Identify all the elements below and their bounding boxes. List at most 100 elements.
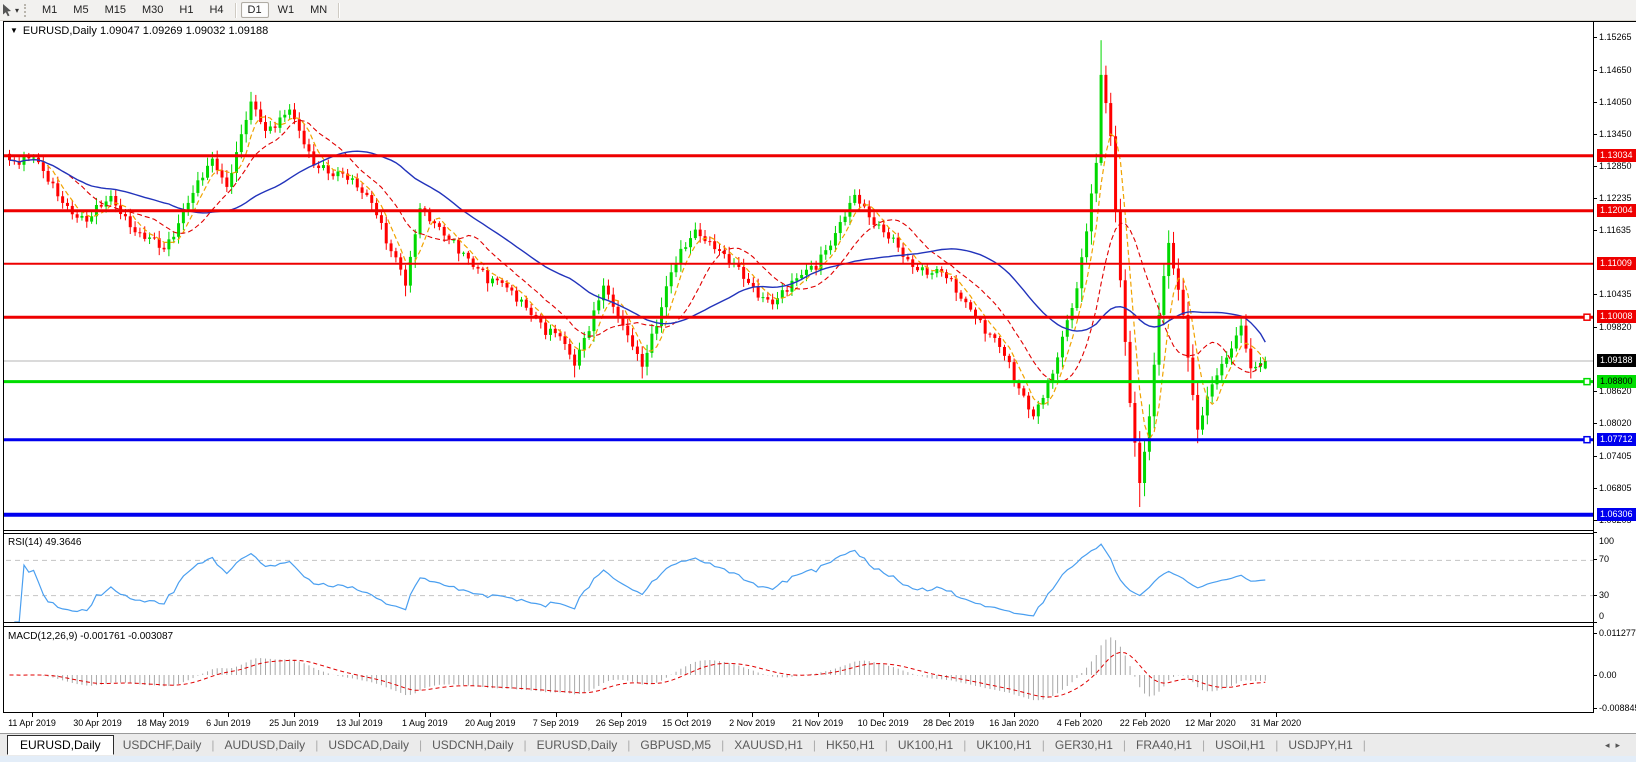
date-label: 25 Jun 2019 (269, 718, 319, 728)
chart-tab-hk50-h1[interactable]: HK50,H1 (826, 738, 875, 752)
macd-panel-bottom-border (3, 712, 1593, 713)
date-label: 20 Aug 2019 (465, 718, 516, 728)
rsi-value: 49.3646 (45, 537, 82, 548)
timeframe-button-h1[interactable]: H1 (179, 4, 194, 16)
chart-tab-fra40-h1[interactable]: FRA40,H1 (1136, 738, 1193, 752)
price-tick-label: 1.12850 (1599, 160, 1632, 171)
macd-panel-top-border[interactable] (3, 626, 1593, 627)
date-tick-mark (162, 713, 164, 717)
level-line-marker[interactable] (1583, 435, 1591, 444)
price-badge-1.13034: 1.13034 (1597, 148, 1636, 162)
macd-tick-label: 0.011277 (1599, 628, 1636, 639)
rsi-plot[interactable] (4, 534, 1593, 622)
date-tick-mark (293, 713, 295, 717)
rsi-tick-mark (1593, 532, 1597, 533)
rsi-tick-label: 30 (1599, 590, 1610, 600)
macd-plot[interactable] (4, 627, 1593, 712)
timeframe-button-m1[interactable]: M1 (42, 4, 58, 16)
chart-tab-eurusd-daily[interactable]: EURUSD,Daily (7, 735, 114, 755)
toolbar-grip[interactable] (24, 3, 29, 17)
tab-separator: | (963, 738, 967, 752)
price-tick-mark (1593, 520, 1597, 522)
rsi-panel-top-border[interactable] (3, 533, 1593, 534)
price-badge-1.10008: 1.10008 (1597, 310, 1636, 324)
date-tick-mark (32, 713, 33, 717)
date-label: 1 Aug 2019 (402, 718, 448, 728)
date-tick-mark (752, 713, 754, 717)
chart-tab-ger30-h1[interactable]: GER30,H1 (1054, 738, 1113, 752)
ohlc-open: 1.09047 (99, 25, 140, 37)
cursor-tool-icon[interactable]: ▾ (1, 3, 19, 17)
price-tick-label: 1.12235 (1599, 193, 1632, 204)
timeframe-button-w1[interactable]: W1 (277, 4, 295, 16)
ohlc-low: 1.09032 (185, 25, 226, 37)
chart-tab-usdcad-daily[interactable]: USDCAD,Daily (328, 738, 409, 752)
price-tick-label: 1.06805 (1599, 483, 1632, 494)
chart-tab-gbpusd-m5[interactable]: GBPUSD,M5 (640, 738, 712, 752)
date-label: 21 Nov 2019 (792, 718, 844, 728)
main-chart-plot[interactable] (4, 22, 1593, 530)
date-label: 10 Dec 2019 (857, 718, 909, 728)
chart-tab-uk100-h1[interactable]: UK100,H1 (976, 738, 1032, 752)
timeframe-button-m5[interactable]: M5 (73, 4, 89, 16)
price-tick-mark (1593, 423, 1597, 425)
date-tick-mark (1144, 713, 1146, 717)
date-label: 7 Sep 2019 (532, 718, 579, 728)
tab-separator: | (1122, 738, 1127, 752)
price-tick-label: 1.15265 (1599, 31, 1632, 42)
price-tick-mark (1593, 198, 1597, 200)
price-tick-mark (1593, 391, 1597, 393)
candles (8, 40, 1267, 508)
chart-dropdown-icon[interactable]: ▼ (10, 26, 18, 35)
timeframe-button-mn[interactable]: MN (310, 4, 328, 16)
chart-tab-usdjpy-h1[interactable]: USDJPY,H1 (1288, 738, 1353, 752)
chart-header: ▼ EURUSD,Daily 1.09047 1.09269 1.09032 1.… (10, 25, 268, 37)
chart-symbol-label: EURUSD,Daily (22, 25, 97, 37)
chart-tab-audusd-daily[interactable]: AUDUSD,Daily (224, 738, 306, 752)
level-line-marker[interactable] (1583, 377, 1591, 386)
timeframe-button-h4[interactable]: H4 (209, 4, 224, 16)
date-tick-mark (948, 713, 950, 717)
chart-tab-eurusd-daily[interactable]: EURUSD,Daily (536, 738, 618, 752)
chart-tab-xauusd-h1[interactable]: XAUUSD,H1 (734, 738, 803, 752)
chart-tab-usdchf-daily[interactable]: USDCHF,Daily (122, 738, 202, 752)
date-tick-mark (1210, 713, 1212, 717)
date-tick-mark (228, 713, 230, 717)
dropdown-caret-icon[interactable]: ▾ (15, 5, 20, 15)
timeframe-button-m30[interactable]: M30 (141, 4, 164, 16)
price-badge-1.07712: 1.07712 (1597, 432, 1636, 446)
timeframe-button-m15[interactable]: M15 (104, 4, 126, 16)
price-badge-1.12004: 1.12004 (1597, 203, 1636, 217)
chart-tab-usdcnh-daily[interactable]: USDCNH,Daily (432, 738, 514, 752)
date-label: 2 Nov 2019 (729, 718, 776, 728)
macd-tick-mark (1593, 675, 1597, 676)
price-tick-mark (1593, 133, 1597, 135)
price-tick-mark (1593, 101, 1597, 103)
chart-tab-usoil-h1[interactable]: USOil,H1 (1215, 738, 1266, 752)
date-label: 12 Mar 2020 (1185, 718, 1236, 728)
price-axis-border (1593, 21, 1594, 713)
date-label: 11 Apr 2019 (8, 718, 56, 728)
tab-separator: | (1362, 738, 1366, 752)
tab-scroll-arrows[interactable]: ◂▸ (1604, 739, 1626, 750)
rsi-tick-label: 70 (1599, 554, 1610, 564)
macd-main-value: -0.001761 (80, 631, 126, 642)
price-tick-label: 1.14650 (1599, 64, 1632, 75)
date-label: 26 Sep 2019 (595, 718, 647, 728)
timeframe-button-d1[interactable]: D1 (240, 2, 269, 18)
date-tick-mark (97, 713, 99, 717)
chart-tab-uk100-h1[interactable]: UK100,H1 (897, 738, 954, 752)
toolbar: ▾ M1 M5 M15 M30 H1 H4 D1 W1 MN (0, 0, 1636, 21)
macd-tick-mark (1593, 633, 1597, 635)
date-label: 16 Jan 2020 (989, 718, 1039, 728)
price-tick-label: 1.09820 (1599, 322, 1632, 333)
macd-signal-value: -0.003087 (128, 631, 174, 642)
chart-tab-bar: EURUSD,Daily USDCHF,Daily | AUDUSD,Daily | US… (0, 733, 1636, 756)
date-tick-mark (1079, 713, 1081, 717)
date-tick-mark (817, 713, 819, 717)
date-tick-mark (1275, 713, 1277, 717)
price-tick-mark (1593, 36, 1597, 38)
date-label: 6 Jun 2019 (206, 718, 251, 728)
level-line-marker[interactable] (1583, 313, 1591, 321)
